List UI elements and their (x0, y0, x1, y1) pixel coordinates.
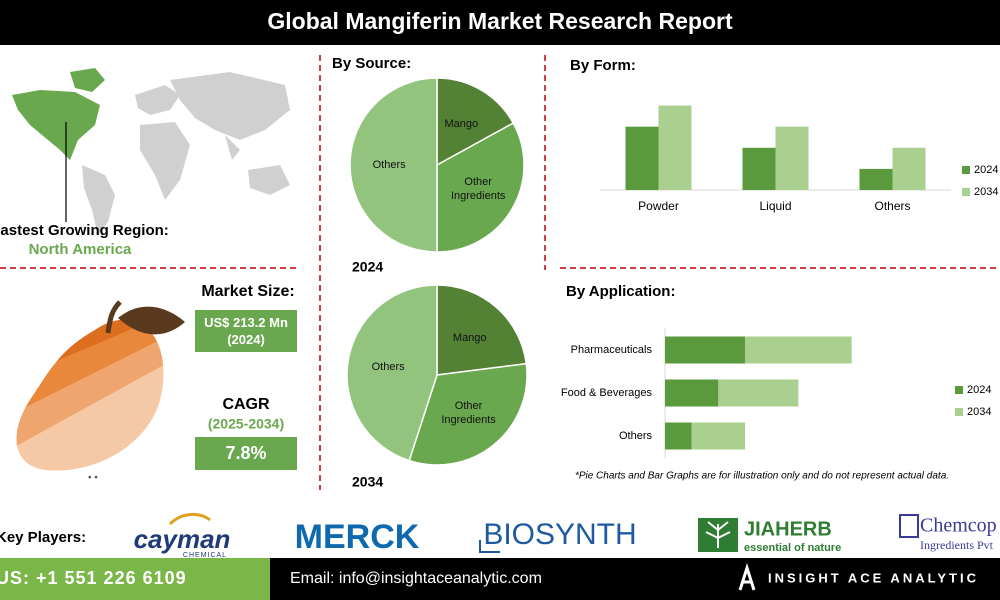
cagr-period: (2025-2034) (208, 416, 284, 432)
cagr-value: 7.8% (195, 437, 297, 470)
pie-label: Other Ingredients (441, 400, 496, 427)
y-tick-label: Others (619, 430, 653, 442)
header-title: Global Mangiferin Market Research Report (267, 8, 733, 34)
legend-label: 2034 (974, 186, 998, 198)
world-map (12, 68, 290, 235)
bar-segment (665, 336, 745, 364)
region-value: North America (29, 241, 132, 258)
pie-label: Mango (452, 331, 487, 344)
pie-label: Other Ingredients (450, 176, 506, 203)
legend-label: 2024 (974, 164, 998, 176)
y-tick-label: Food & Beverages (561, 387, 653, 399)
footer-bar (270, 558, 1000, 600)
brand-logo (738, 563, 756, 591)
legend-swatch (962, 166, 970, 174)
logo-mark (479, 540, 500, 553)
bar (625, 126, 659, 190)
application-title: By Application: (566, 283, 675, 300)
logo-icon (705, 521, 731, 548)
x-tick-label: Others (874, 199, 910, 213)
brand: INSIGHT ACE ANALYTIC (768, 570, 979, 585)
phone-bar (0, 558, 270, 600)
pie-label: Others (371, 361, 405, 374)
bar (859, 168, 893, 190)
region-label: Fastest Growing Region: (0, 222, 169, 239)
pie-label: Others (372, 159, 406, 171)
pie-label: Mango (444, 117, 479, 130)
svg-text:• •: • • (88, 473, 98, 484)
player-logo: cayman (134, 524, 231, 554)
form-title: By Form: (570, 57, 636, 74)
player-tagline: CHEMICAL (183, 552, 227, 559)
player-logo: Chemcop (920, 515, 997, 537)
mango-illustration: • • (16, 300, 185, 484)
legend-swatch (962, 188, 970, 196)
x-tick-label: Powder (638, 199, 679, 213)
pie-slice (408, 362, 528, 466)
player-logo: BIOSYNTH (483, 518, 636, 551)
bar (892, 147, 926, 190)
cagr-label: CAGR (222, 396, 270, 413)
bar (775, 126, 809, 190)
bar-segment (745, 336, 852, 364)
pie-slice (349, 77, 438, 253)
header-bar (0, 0, 1000, 45)
bar (658, 105, 692, 190)
bar (742, 147, 776, 190)
market-size-label: Market Size: (201, 283, 294, 300)
bar-segment (691, 422, 745, 450)
legend-label: 2034 (967, 406, 991, 418)
footnote: *Pie Charts and Bar Graphs are for illus… (575, 471, 949, 482)
player-tagline: essential of nature (744, 542, 841, 554)
bar-segment (665, 422, 692, 450)
logo-icon (899, 514, 919, 538)
source-title: By Source: (332, 55, 411, 72)
legend-label: 2024 (967, 384, 991, 396)
phone: US: +1 551 226 6109 (0, 568, 187, 588)
player-logo: MERCK (295, 518, 420, 556)
email: Email: info@insightaceanalytic.com (290, 570, 542, 587)
bar-segment (665, 379, 719, 407)
x-tick-label: Liquid (759, 199, 791, 213)
pie-year: 2034 (352, 474, 383, 490)
pie-slice (436, 77, 515, 167)
key-players-label: Key Players: (0, 529, 86, 546)
pie-year: 2024 (352, 259, 383, 275)
bar-segment (718, 379, 799, 407)
logo-swoosh (168, 513, 211, 526)
pie-slice (436, 122, 525, 253)
legend-swatch (955, 408, 963, 416)
legend-swatch (955, 386, 963, 394)
pie-slice (346, 284, 438, 462)
separators (0, 55, 1000, 490)
market-size-value: US$ 213.2 Mn (2024) (195, 310, 297, 352)
pie-slice (436, 284, 528, 376)
player-tagline: Ingredients Pvt (920, 538, 994, 552)
player-logo: JIAHERB (744, 518, 832, 540)
y-tick-label: Pharmaceuticals (571, 344, 653, 356)
